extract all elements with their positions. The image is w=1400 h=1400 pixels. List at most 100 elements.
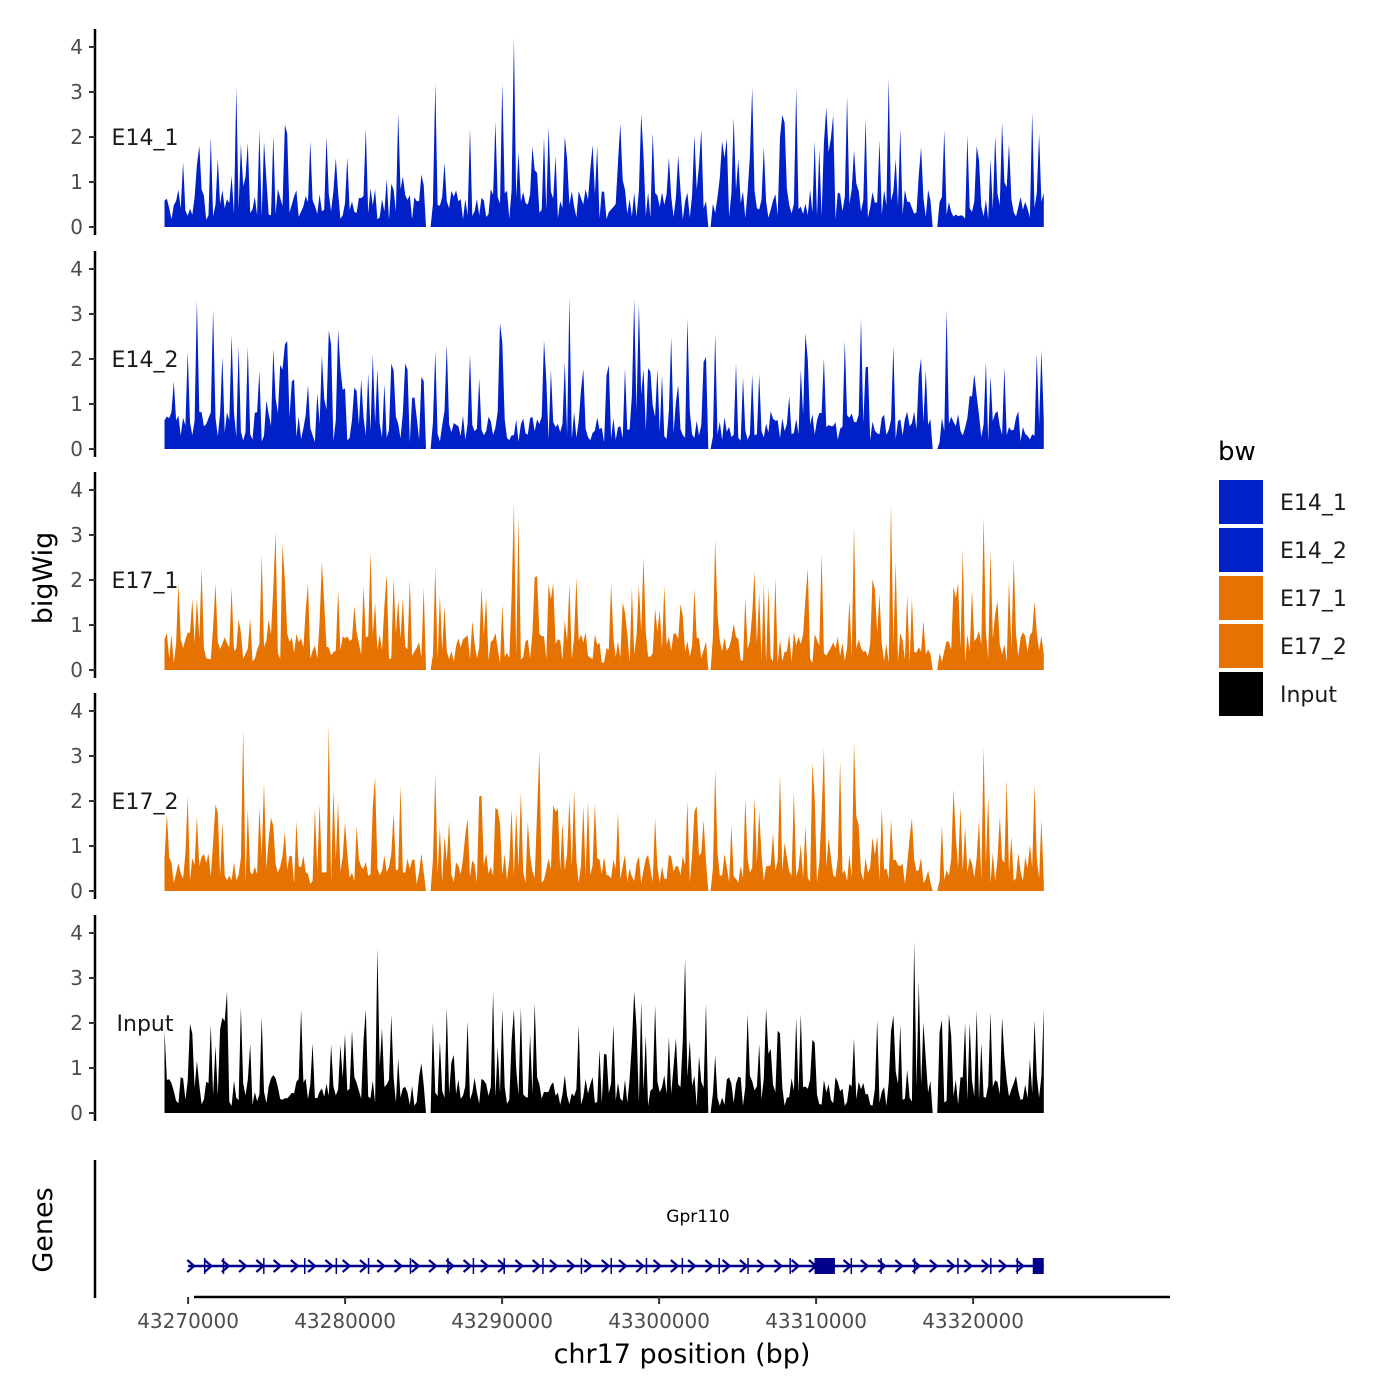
y-tick-label: 2 <box>70 568 83 592</box>
track-label-E17_1: E17_1 <box>112 569 179 594</box>
y-tick-label: 1 <box>70 170 83 194</box>
strand-arrow <box>566 1259 576 1273</box>
strand-arrow <box>842 1259 853 1273</box>
gene-track: Gpr110 <box>93 1160 1044 1298</box>
strand-arrow <box>1015 1259 1025 1273</box>
y-tick-label: 3 <box>70 523 83 547</box>
strand-arrow <box>894 1259 905 1273</box>
strand-arrow <box>687 1259 697 1273</box>
strand-arrow <box>341 1259 352 1273</box>
strand-arrow <box>307 1259 317 1273</box>
y-tick-label: 0 <box>70 1101 83 1125</box>
strand-arrow <box>963 1259 974 1273</box>
x-tick-label: 43280000 <box>294 1309 396 1333</box>
y-tick-label: 0 <box>70 215 83 239</box>
strand-arrow <box>376 1259 386 1273</box>
strand-arrow <box>359 1259 369 1273</box>
legend-label-Input: Input <box>1280 683 1337 708</box>
strand-arrow <box>704 1259 715 1273</box>
x-tick-label: 43320000 <box>922 1309 1024 1333</box>
track-E14_2: 0 1 2 3 4 E14_2 <box>70 251 1044 461</box>
x-axis-title: chr17 position (bp) <box>554 1339 811 1370</box>
y-tick-label: 4 <box>70 257 83 281</box>
y-tick-label: 4 <box>70 478 83 502</box>
y-tick-label: 3 <box>70 744 83 768</box>
strand-arrow <box>721 1259 732 1273</box>
strand-arrow <box>514 1259 525 1273</box>
x-tick-label: 43270000 <box>137 1309 239 1333</box>
strand-arrow <box>860 1259 870 1273</box>
y-tick-label: 2 <box>70 789 83 813</box>
signal-area-E14_2 <box>164 297 1044 449</box>
track-label-E14_2: E14_2 <box>112 348 179 373</box>
x-tick-label: 43290000 <box>451 1309 553 1333</box>
y-tick-label: 1 <box>70 1056 83 1080</box>
strand-arrow <box>324 1259 335 1273</box>
y-tick-label: 4 <box>70 921 83 945</box>
y-tick-label: 1 <box>70 392 83 416</box>
y-tick-label: 4 <box>70 35 83 59</box>
legend-label-E14_2: E14_2 <box>1280 539 1347 564</box>
signal-tracks: 0 1 2 3 4 E14_1 0 1 2 3 4 E14_2 0 1 2 3 4 E17_1 0 1 2 3 4 E17_2… <box>70 29 1044 1125</box>
legend-swatch-E14_2 <box>1219 528 1263 572</box>
strand-arrow <box>186 1259 196 1273</box>
legend: bw E14_1 E14_2 E17_1 E17_2 Input <box>1218 437 1347 716</box>
legend-label-E14_1: E14_1 <box>1280 491 1347 516</box>
strand-arrow <box>635 1259 645 1273</box>
strand-arrow <box>203 1259 214 1273</box>
strand-arrow <box>773 1259 784 1273</box>
genes-axis-title: Genes <box>28 1187 59 1272</box>
y-tick-label: 2 <box>70 1011 83 1035</box>
strand-arrow <box>756 1259 766 1273</box>
y-axis-title: bigWig <box>28 532 59 625</box>
signal-area-E17_1 <box>164 503 1044 670</box>
track-Input: 0 1 2 3 4 Input <box>70 915 1044 1125</box>
strand-arrow <box>739 1259 749 1273</box>
strand-arrow <box>428 1259 438 1273</box>
strand-arrow <box>238 1259 248 1273</box>
signal-area-Input <box>164 942 1044 1113</box>
legend-swatch-E17_2 <box>1219 624 1263 668</box>
track-label-E17_2: E17_2 <box>112 790 179 815</box>
strand-arrow <box>411 1259 421 1273</box>
signal-area-E14_1 <box>164 38 1044 227</box>
strand-arrow <box>393 1259 404 1273</box>
legend-label-E17_2: E17_2 <box>1280 635 1347 660</box>
legend-title: bw <box>1218 437 1256 467</box>
y-tick-label: 3 <box>70 302 83 326</box>
exon <box>1032 1258 1044 1274</box>
y-tick-label: 3 <box>70 966 83 990</box>
strand-arrow <box>670 1259 680 1273</box>
strand-arrow <box>618 1259 628 1273</box>
strand-arrow <box>790 1259 801 1273</box>
x-tick-label: 43310000 <box>765 1309 867 1333</box>
track-label-Input: Input <box>117 1012 174 1037</box>
strand-arrow <box>601 1259 611 1273</box>
y-tick-label: 4 <box>70 699 83 723</box>
x-axis: 43270000 43280000 43290000 43300000 43310000… <box>137 1295 1170 1333</box>
legend-swatch-E14_1 <box>1219 480 1263 524</box>
strand-arrow <box>290 1259 300 1273</box>
strand-arrow <box>583 1259 594 1273</box>
track-E17_2: 0 1 2 3 4 E17_2 <box>70 693 1044 903</box>
y-tick-label: 2 <box>70 125 83 149</box>
track-E14_1: 0 1 2 3 4 E14_1 <box>70 29 1044 239</box>
y-tick-label: 0 <box>70 437 83 461</box>
strand-arrow <box>980 1259 991 1273</box>
signal-area-E17_2 <box>164 724 1044 891</box>
gene-label: Gpr110 <box>666 1207 729 1227</box>
x-tick-label: 43300000 <box>608 1309 710 1333</box>
y-tick-label: 0 <box>70 658 83 682</box>
strand-arrow <box>652 1259 663 1273</box>
strand-arrow <box>462 1259 473 1273</box>
legend-label-E17_1: E17_1 <box>1280 587 1347 612</box>
strand-arrow <box>946 1259 956 1273</box>
y-tick-label: 0 <box>70 879 83 903</box>
track-E17_1: 0 1 2 3 4 E17_1 <box>70 472 1044 682</box>
strand-arrow <box>272 1259 283 1273</box>
strand-arrow <box>531 1259 542 1273</box>
strand-arrow <box>549 1259 559 1273</box>
strand-arrow <box>929 1259 939 1273</box>
strand-arrow <box>480 1259 490 1273</box>
